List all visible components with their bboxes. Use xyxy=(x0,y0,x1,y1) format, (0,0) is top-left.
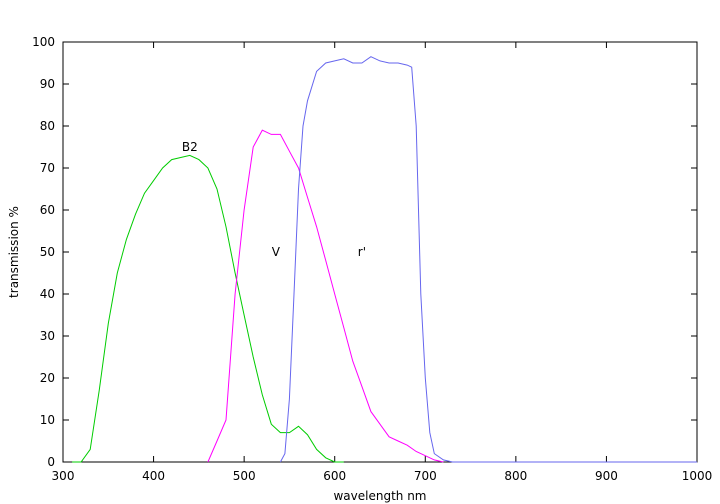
series-line-1 xyxy=(207,129,444,463)
x-tick-label: 1000 xyxy=(682,469,713,483)
x-tick-label: 300 xyxy=(52,469,75,483)
series-line-0 xyxy=(72,154,344,463)
y-tick-label: 90 xyxy=(40,77,55,91)
y-tick-label: 30 xyxy=(40,329,55,343)
y-tick-label: 40 xyxy=(40,287,55,301)
x-tick-label: 400 xyxy=(142,469,165,483)
x-tick-label: 600 xyxy=(323,469,346,483)
x-tick-label: 500 xyxy=(233,469,256,483)
y-tick-label: 20 xyxy=(40,371,55,385)
y-tick-label: 70 xyxy=(40,161,55,175)
series-label-0: B2 xyxy=(182,140,198,154)
series-label-1: V xyxy=(272,245,281,259)
series-group xyxy=(72,56,697,463)
series-line-2 xyxy=(279,56,697,463)
x-tick-label: 700 xyxy=(414,469,437,483)
series-label-group: B2 V r' xyxy=(182,140,366,259)
y-tick-label: 80 xyxy=(40,119,55,133)
y-tick-label: 100 xyxy=(32,35,55,49)
y-tick-label: 0 xyxy=(47,455,55,469)
y-tick-label: 10 xyxy=(40,413,55,427)
x-axis: 300 400 500 600 700 800 900 1000 xyxy=(52,42,713,483)
x-tick-label: 900 xyxy=(595,469,618,483)
x-axis-label: wavelength nm xyxy=(333,489,426,503)
y-tick-label: 50 xyxy=(40,245,55,259)
x-tick-label: 800 xyxy=(504,469,527,483)
series-label-2: r' xyxy=(358,245,366,259)
y-axis: 0 10 20 30 40 50 60 70 80 90 100 xyxy=(32,35,697,469)
y-axis-label: transmission % xyxy=(7,206,21,298)
y-tick-label: 60 xyxy=(40,203,55,217)
plot-frame xyxy=(62,41,698,463)
